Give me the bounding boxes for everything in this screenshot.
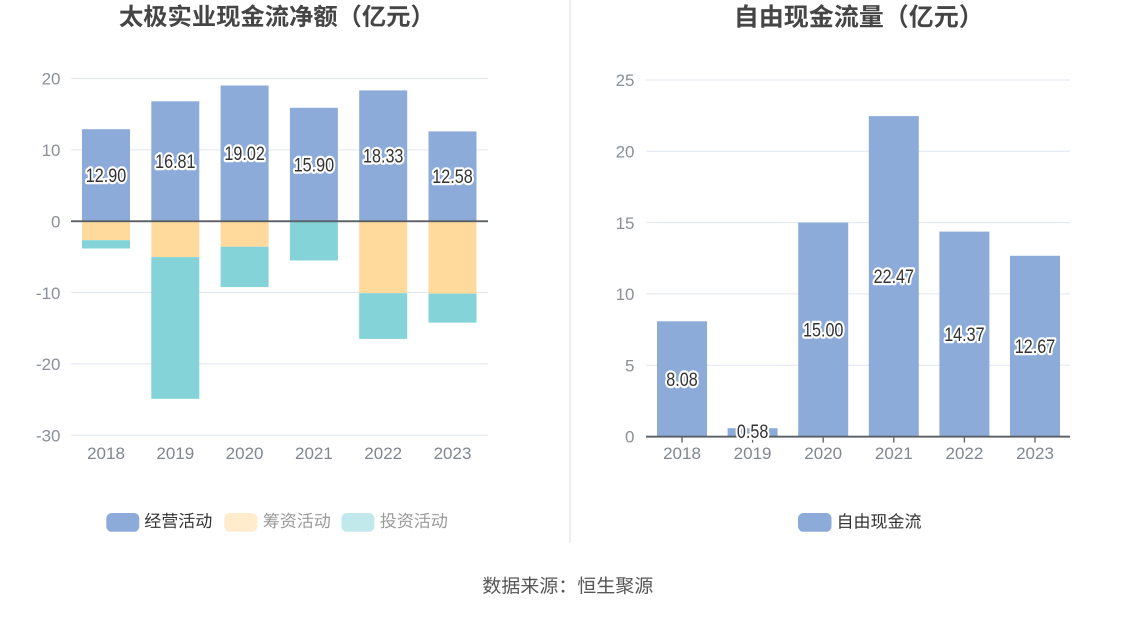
svg-text:12.67: 12.67 <box>1015 336 1055 358</box>
svg-text:0.58: 0.58 <box>737 421 769 443</box>
svg-text:12.58: 12.58 <box>432 166 473 188</box>
svg-text:2018: 2018 <box>663 444 701 463</box>
svg-text:2019: 2019 <box>156 444 194 463</box>
svg-text:25: 25 <box>616 71 635 90</box>
svg-text:2023: 2023 <box>434 444 472 463</box>
svg-text:-30: -30 <box>36 426 61 445</box>
svg-text:15.90: 15.90 <box>294 154 335 176</box>
svg-text:2020: 2020 <box>226 444 264 463</box>
svg-text:-20: -20 <box>36 355 61 374</box>
svg-text:15: 15 <box>616 214 635 233</box>
svg-text:10: 10 <box>42 141 61 160</box>
svg-text:5: 5 <box>625 356 634 375</box>
svg-text:2023: 2023 <box>1016 444 1054 463</box>
svg-text:18.33: 18.33 <box>363 145 404 167</box>
svg-text:19.02: 19.02 <box>224 143 264 165</box>
svg-text:20: 20 <box>616 143 635 162</box>
svg-text:0: 0 <box>625 428 634 447</box>
svg-text:16.81: 16.81 <box>155 151 195 173</box>
svg-text:15.00: 15.00 <box>803 319 844 341</box>
svg-text:2020: 2020 <box>804 444 842 463</box>
svg-text:12.90: 12.90 <box>86 165 127 187</box>
svg-text:2021: 2021 <box>295 444 333 463</box>
svg-text:2021: 2021 <box>875 444 913 463</box>
svg-text:10: 10 <box>616 285 635 304</box>
svg-text:14.37: 14.37 <box>944 324 984 346</box>
svg-text:8.08: 8.08 <box>666 369 698 391</box>
svg-text:0: 0 <box>51 212 60 231</box>
svg-text:22.47: 22.47 <box>874 266 914 288</box>
svg-text:2018: 2018 <box>87 444 125 463</box>
svg-text:2019: 2019 <box>734 444 772 463</box>
svg-text:2022: 2022 <box>945 444 983 463</box>
svg-text:20: 20 <box>42 70 61 89</box>
svg-text:2022: 2022 <box>364 444 402 463</box>
svg-text:-10: -10 <box>36 284 61 303</box>
